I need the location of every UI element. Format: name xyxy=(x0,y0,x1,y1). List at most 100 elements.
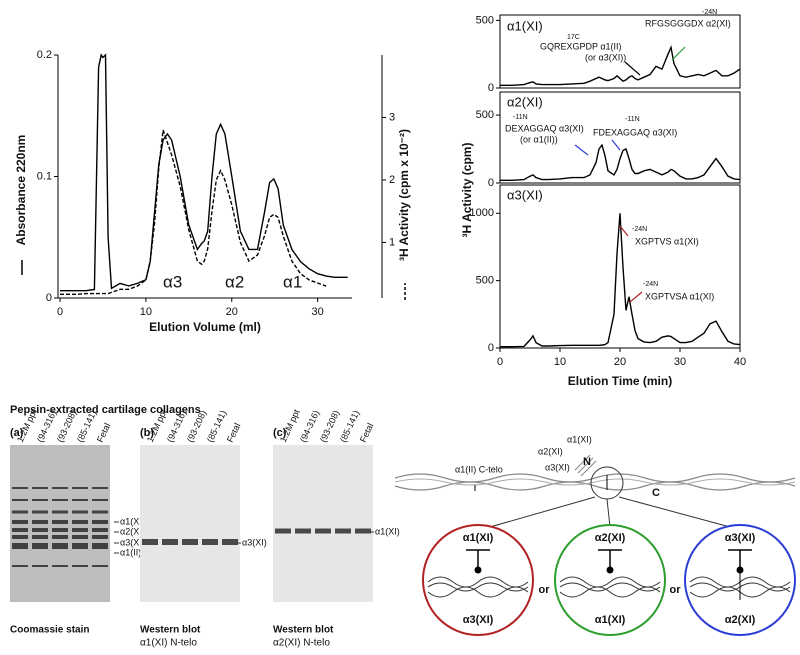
panel-label: α1(XI) xyxy=(507,18,543,33)
gel-band xyxy=(72,565,88,567)
gel-band xyxy=(12,535,28,539)
data-line xyxy=(60,129,327,295)
chain-label: α3(XI) xyxy=(725,532,756,544)
gel-band xyxy=(32,535,48,539)
connector xyxy=(606,498,611,528)
y2-tick-label: 1 xyxy=(389,236,395,248)
arrow xyxy=(624,61,641,76)
gel-band xyxy=(92,487,108,489)
separator: or xyxy=(670,584,682,596)
gels: (a)1.2M ppt(94-316)(93-208)(85-141)Fetal… xyxy=(10,407,400,649)
arrow xyxy=(671,46,686,61)
gel-band xyxy=(12,499,28,501)
x-tick-label: 10 xyxy=(140,306,152,318)
annotation: α3 xyxy=(163,272,182,291)
gel-band xyxy=(52,499,68,501)
gel-band xyxy=(295,528,311,534)
gel-band xyxy=(72,510,88,514)
gel-band xyxy=(52,543,68,549)
annotation: XGPTVS α1(XI) xyxy=(635,236,699,246)
panel-label: α3(XI) xyxy=(507,187,543,202)
x-tick-label: 20 xyxy=(614,356,626,368)
gel-band xyxy=(52,565,68,567)
annotation: α2 xyxy=(225,272,244,291)
gel-caption: Western blot xyxy=(140,625,201,636)
diagram-label: α1(II) C-telo xyxy=(455,464,503,474)
gel-band xyxy=(275,528,291,534)
annotation: -11N xyxy=(513,114,528,121)
gel-band xyxy=(92,499,108,501)
band-label: α3(XI) xyxy=(120,537,145,547)
x-axis-label: Elution Volume (ml) xyxy=(149,320,261,334)
gel-caption: α1(XI) N-telo xyxy=(140,638,197,649)
annotation: -24N xyxy=(702,9,717,16)
diagram-label: α3(XI) xyxy=(545,462,570,472)
gel-band xyxy=(12,565,28,567)
annotation: FDEXAGGAQ α3(XI) xyxy=(593,127,677,137)
gel-image xyxy=(273,445,373,602)
gel-band xyxy=(72,535,88,539)
diagram-label: α2(XI) xyxy=(538,446,563,456)
band-label: α1(II) xyxy=(120,547,141,557)
y-tick-label: 0 xyxy=(46,292,52,304)
data-line xyxy=(500,213,741,348)
band-label: α3(XI) xyxy=(242,537,267,547)
gel-band xyxy=(32,528,48,532)
x-tick-label: 0 xyxy=(497,356,503,368)
gel-band xyxy=(52,528,68,532)
annotation: -24N xyxy=(643,281,658,288)
gel-band xyxy=(52,520,68,524)
diagram-label: α1(XI) xyxy=(567,434,592,444)
y-tick-label: 0.2 xyxy=(37,49,52,61)
x-tick-label: 20 xyxy=(226,306,238,318)
separator: or xyxy=(539,584,551,596)
gel-caption: Coomassie stain xyxy=(10,625,89,636)
panel-label: (b) xyxy=(140,427,154,439)
gel-band xyxy=(12,520,28,524)
gel-band xyxy=(32,543,48,549)
diagram-label: C xyxy=(652,487,660,499)
x-tick-label: 0 xyxy=(57,306,63,318)
detail-circle xyxy=(422,524,534,636)
gel-band xyxy=(32,499,48,501)
gel-band xyxy=(32,520,48,524)
y-tick-label: 500 xyxy=(476,14,494,26)
annotation: DEXAGGAQ α3(XI) xyxy=(505,123,584,133)
annotation: -11N xyxy=(625,116,640,123)
gel-band xyxy=(72,520,88,524)
gel-band xyxy=(72,487,88,489)
panel-label: (c) xyxy=(273,427,287,439)
crosslink-dot xyxy=(474,566,482,574)
y-tick-label: 500 xyxy=(476,109,494,121)
chain-label: α2(XI) xyxy=(595,532,626,544)
panel-label: (a) xyxy=(10,427,24,439)
x-axis-label: Elution Time (min) xyxy=(568,374,672,388)
gel-caption: α2(XI) N-telo xyxy=(273,638,330,649)
gel-image xyxy=(140,445,240,602)
y-axis-label: Absorbance 220nm xyxy=(14,135,28,246)
gel-band xyxy=(52,510,68,514)
gel-band xyxy=(182,539,198,545)
gel-band xyxy=(72,499,88,501)
y2-tick-label: 3 xyxy=(389,111,395,123)
diagram: α1(XI) α2(XI) α3(XI) N Cα1(II) C-telo α1(XI) α… xyxy=(394,434,796,636)
gel-band xyxy=(315,528,331,534)
annotation: (or α1(II)) xyxy=(520,134,558,144)
gel-band xyxy=(32,487,48,489)
gel-caption: Western blot xyxy=(273,625,334,636)
arrow xyxy=(611,139,621,151)
gel-band xyxy=(52,487,68,489)
gel-band xyxy=(52,535,68,539)
gel-band xyxy=(32,510,48,514)
gel-band xyxy=(92,520,108,524)
y2-axis-label: ³H Activity (cpm x 10⁻²) xyxy=(397,129,411,261)
crosslink-dot xyxy=(606,566,614,574)
annotation: α1 xyxy=(283,272,302,291)
band-label: α2(XI) xyxy=(120,526,145,536)
chain-label: α3(XI) xyxy=(463,614,494,626)
annotation: GQREXGPDP α1(II) xyxy=(540,41,622,51)
plot-frame xyxy=(499,14,741,89)
y-tick-label: 0 xyxy=(488,82,494,94)
x-tick-label: 30 xyxy=(312,306,324,318)
